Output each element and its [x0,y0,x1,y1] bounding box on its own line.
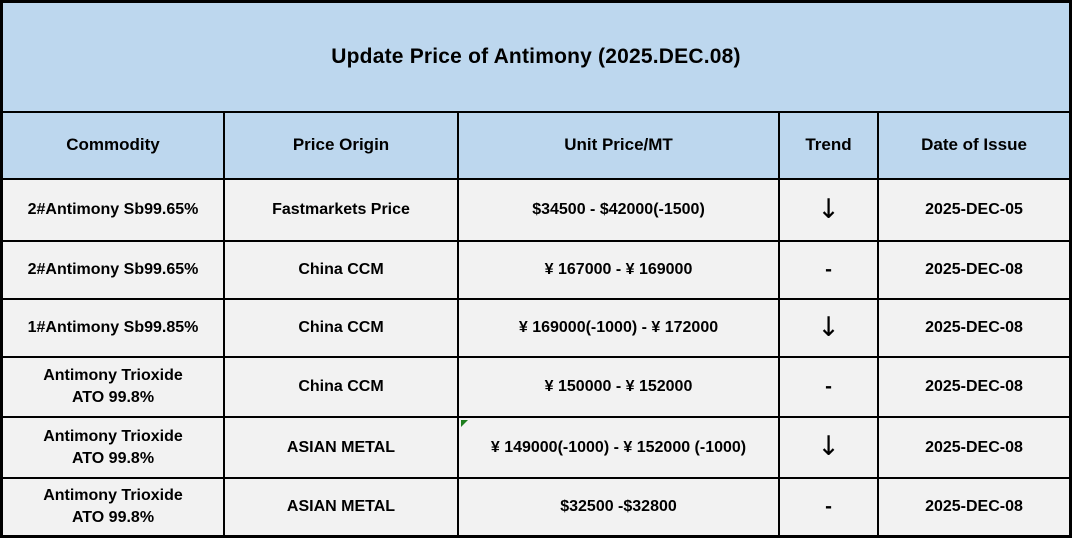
table-row: 1#Antimony Sb99.85% China CCM ¥ 169000(-… [3,298,1069,356]
table-row: Antimony Trioxide ATO 99.8% ASIAN METAL … [3,416,1069,477]
header-unit-price: Unit Price/MT [457,111,778,178]
date-of-issue-cell: 2025-DEC-08 [877,240,1069,298]
price-origin-cell: ASIAN METAL [223,477,457,535]
commodity-cell: 2#Antimony Sb99.65% [3,178,223,240]
table-row: 2#Antimony Sb99.65% Fastmarkets Price $3… [3,178,1069,240]
table-row: Antimony Trioxide ATO 99.8% ASIAN METAL … [3,477,1069,535]
date-of-issue-cell: 2025-DEC-08 [877,298,1069,356]
header-commodity: Commodity [3,111,223,178]
price-origin-cell: Fastmarkets Price [223,178,457,240]
price-origin-cell: China CCM [223,240,457,298]
date-of-issue-cell: 2025-DEC-05 [877,178,1069,240]
trend-cell: - [778,240,877,298]
trend-flat-indicator: - [824,376,833,397]
table-header-row: Commodity Price Origin Unit Price/MT Tre… [3,111,1069,178]
commodity-cell: Antimony Trioxide ATO 99.8% [3,477,223,535]
unit-price-cell: $32500 -$32800 [457,477,778,535]
header-date-of-issue: Date of Issue [877,111,1069,178]
price-origin-cell: China CCM [223,298,457,356]
trend-flat-indicator: - [824,496,833,517]
trend-down-icon: ↓ [817,311,840,343]
trend-cell: ↓ [778,416,877,477]
unit-price-cell: ¥ 150000 - ¥ 152000 [457,356,778,416]
green-corner-marker-icon [461,420,468,427]
table-row: Antimony Trioxide ATO 99.8% China CCM ¥ … [3,356,1069,416]
date-of-issue-cell: 2025-DEC-08 [877,356,1069,416]
unit-price-cell: $34500 - $42000(-1500) [457,178,778,240]
trend-cell: ↓ [778,178,877,240]
date-of-issue-cell: 2025-DEC-08 [877,416,1069,477]
unit-price-cell: ¥ 167000 - ¥ 169000 [457,240,778,298]
trend-cell: - [778,477,877,535]
trend-flat-indicator: - [824,259,833,280]
commodity-cell: 1#Antimony Sb99.85% [3,298,223,356]
trend-down-icon: ↓ [817,431,840,463]
unit-price-cell: ¥ 149000(-1000) - ¥ 152000 (-1000) [457,416,778,477]
commodity-cell: Antimony Trioxide ATO 99.8% [3,356,223,416]
commodity-cell: 2#Antimony Sb99.65% [3,240,223,298]
table-row: 2#Antimony Sb99.65% China CCM ¥ 167000 -… [3,240,1069,298]
trend-cell: ↓ [778,298,877,356]
header-trend: Trend [778,111,877,178]
trend-cell: - [778,356,877,416]
price-origin-cell: China CCM [223,356,457,416]
header-price-origin: Price Origin [223,111,457,178]
unit-price-text: ¥ 149000(-1000) - ¥ 152000 (-1000) [490,438,747,456]
page-title: Update Price of Antimony (2025.DEC.08) [331,45,741,68]
date-of-issue-cell: 2025-DEC-08 [877,477,1069,535]
table-title-bar: Update Price of Antimony (2025.DEC.08) [3,3,1069,111]
price-origin-cell: ASIAN METAL [223,416,457,477]
unit-price-cell: ¥ 169000(-1000) - ¥ 172000 [457,298,778,356]
trend-down-icon: ↓ [817,193,840,225]
commodity-cell: Antimony Trioxide ATO 99.8% [3,416,223,477]
